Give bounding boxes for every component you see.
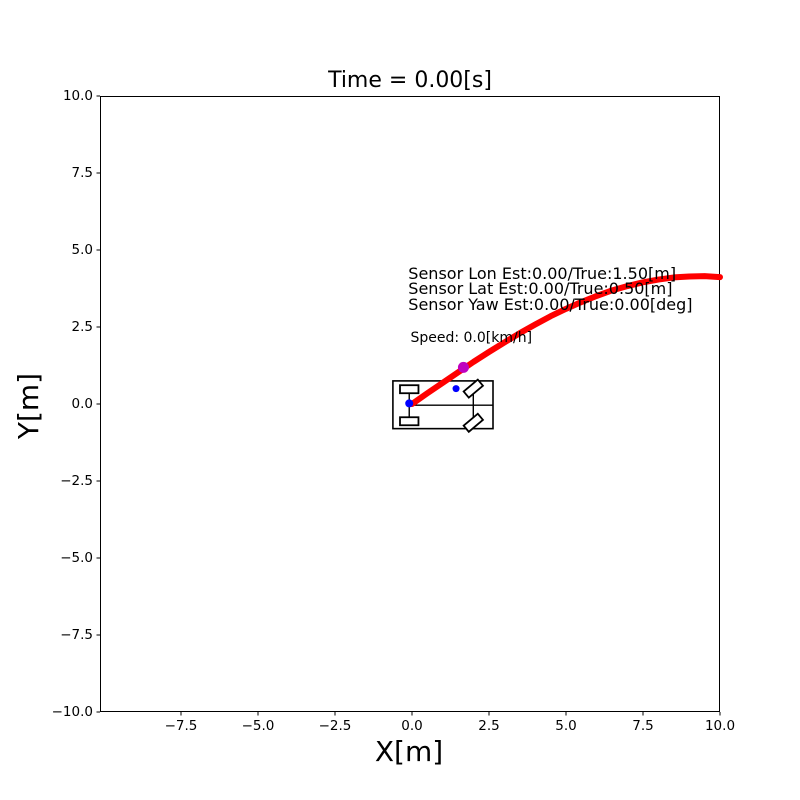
x-tick-label: −5.0 <box>241 718 275 734</box>
x-tick-label: 5.0 <box>555 718 577 734</box>
rear-right-wheel <box>399 416 420 427</box>
y-axis-label: Y[m] <box>12 372 45 440</box>
y-tick-label: 2.5 <box>71 319 93 335</box>
sensor-lon-annotation: Sensor Lon Est:0.00/True:1.50[m] <box>408 263 677 283</box>
x-tick-label: −2.5 <box>318 718 352 734</box>
y-tick-label: −7.5 <box>60 627 93 643</box>
x-tick-label: 2.5 <box>478 718 500 734</box>
plot-title: Time = 0.00[s] <box>328 68 492 93</box>
x-tick-label: 0.0 <box>401 718 423 734</box>
front-left-wheel <box>462 378 485 399</box>
y-tick-label: −10.0 <box>51 704 93 720</box>
x-axis-label: X[m] <box>374 735 444 768</box>
x-tick-label: −7.5 <box>164 718 198 734</box>
y-tick-label: 5.0 <box>71 242 93 258</box>
sensor-lat-annotation: Sensor Lat Est:0.00/True:0.50[m] <box>408 279 673 299</box>
y-tick-label: −5.0 <box>60 550 93 566</box>
rear-left-wheel <box>399 384 420 395</box>
speed-annotation: Speed: 0.0[km/h] <box>410 329 533 346</box>
y-tick-label: 7.5 <box>71 165 93 181</box>
y-tick-label: 10.0 <box>62 88 93 104</box>
rear-axle-state-dot <box>405 399 414 408</box>
x-tick-label: 10.0 <box>704 718 736 734</box>
y-tick-label: 0.0 <box>71 396 93 412</box>
sensor-yaw-annotation: Sensor Yaw Est:0.00/True:0.00[deg] <box>408 294 693 314</box>
x-tick-label: 7.5 <box>632 718 654 734</box>
front-right-wheel <box>462 412 485 434</box>
target-point-dot <box>457 361 469 373</box>
sensor-observation-dot <box>452 385 460 393</box>
y-tick-label: −2.5 <box>60 473 93 489</box>
